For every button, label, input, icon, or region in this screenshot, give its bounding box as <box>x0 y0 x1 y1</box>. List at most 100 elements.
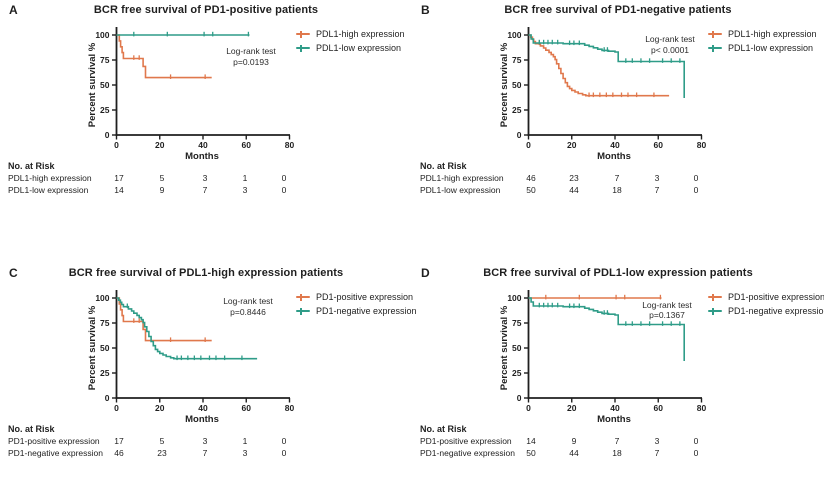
logrank-annotation: Log-rank test <box>226 46 276 56</box>
y-tick-label: 50 <box>100 80 110 90</box>
risk-count: 44 <box>569 185 579 195</box>
risk-count: 1 <box>242 436 248 446</box>
legend: PD1-positive expression PD1-negative exp… <box>296 290 417 318</box>
logrank-annotation: p=0.1367 <box>649 310 685 320</box>
risk-count: 5 <box>159 173 165 183</box>
legend-item: PDL1-low expression <box>708 41 822 55</box>
legend-label: PD1-positive expression <box>316 292 414 302</box>
legend-item: PD1-positive expression <box>708 290 824 304</box>
y-tick-label: 25 <box>100 105 110 115</box>
y-tick-label: 50 <box>100 343 110 353</box>
risk-count: 3 <box>242 185 248 195</box>
y-tick-label: 75 <box>100 55 110 65</box>
x-axis-title: Months <box>597 414 631 425</box>
risk-count: 0 <box>693 436 699 446</box>
panel-letter: D <box>421 266 430 280</box>
legend-label: PDL1-high expression <box>316 29 405 39</box>
logrank-annotation: p=0.8446 <box>230 307 266 317</box>
risk-count: 50 <box>526 185 536 195</box>
y-tick-label: 100 <box>507 30 521 40</box>
risk-count: 23 <box>569 173 579 183</box>
risk-count: 5 <box>159 436 165 446</box>
x-tick-label: 0 <box>114 403 119 413</box>
risk-count: 7 <box>654 448 660 458</box>
y-tick-label: 0 <box>517 393 522 403</box>
legend: PDL1-high expression PDL1-low expression <box>708 27 822 55</box>
legend-label: PD1-negative expression <box>316 306 417 316</box>
risk-count: 9 <box>571 436 577 446</box>
risk-count: 0 <box>281 448 287 458</box>
x-tick-label: 60 <box>242 403 252 413</box>
legend-label: PD1-negative expression <box>728 306 824 316</box>
panel-a: A BCR free survival of PD1-positive pati… <box>0 0 412 215</box>
y-tick-label: 25 <box>512 368 522 378</box>
x-tick-label: 40 <box>610 140 620 150</box>
risk-count: 46 <box>114 448 124 458</box>
risk-row: PDL1-low expression 14 9 7 3 0 <box>0 185 412 196</box>
panel-title: BCR free survival of PD1-negative patien… <box>504 4 732 16</box>
y-tick-label: 50 <box>512 343 522 353</box>
legend: PD1-positive expression PD1-negative exp… <box>708 290 824 318</box>
legend-label: PD1-positive expression <box>728 292 824 302</box>
panel-title: BCR free survival of PDL1-high expressio… <box>68 267 344 279</box>
series-line-icon <box>296 293 310 300</box>
x-tick-label: 0 <box>526 403 531 413</box>
logrank-annotation: p=0.0193 <box>233 57 269 67</box>
x-tick-label: 40 <box>198 140 208 150</box>
logrank-annotation: Log-rank test <box>223 296 273 306</box>
panel-title: BCR free survival of PDL1-low expression… <box>483 267 753 279</box>
risk-row-label: PD1-positive expression <box>420 436 512 446</box>
y-tick-label: 0 <box>105 130 110 140</box>
series-line-icon <box>296 44 310 51</box>
y-tick-label: 75 <box>512 55 522 65</box>
y-tick-label: 100 <box>507 293 521 303</box>
risk-row: PD1-negative expression 50 44 18 7 0 <box>412 448 824 459</box>
survival-plot: 0 20 40 60 80 0 25 50 75 100 Percent survival % Mon… <box>499 290 706 425</box>
risk-row: PDL1-low expression 50 44 18 7 0 <box>412 185 824 196</box>
panel-letter: B <box>421 3 430 17</box>
logrank-annotation: p< 0.0001 <box>651 45 689 55</box>
survival-curve <box>528 34 670 97</box>
risk-count: 7 <box>614 436 620 446</box>
survival-curve <box>528 34 686 98</box>
risk-count: 3 <box>654 436 660 446</box>
x-axis-title: Months <box>597 151 631 162</box>
y-tick-label: 75 <box>100 318 110 328</box>
risk-table-title: No. at Risk <box>8 424 55 434</box>
x-tick-label: 20 <box>567 140 577 150</box>
risk-row-label: PD1-negative expression <box>420 448 515 458</box>
x-tick-label: 20 <box>567 403 577 413</box>
survival-curve <box>116 297 212 342</box>
risk-count: 0 <box>693 173 699 183</box>
panel-c: C BCR free survival of PDL1-high express… <box>0 263 417 459</box>
series-line-icon <box>296 30 310 37</box>
risk-count: 0 <box>693 448 699 458</box>
risk-count: 44 <box>569 448 579 458</box>
legend-item: PDL1-low expression <box>296 41 410 55</box>
panel-b: B BCR free survival of PD1-negative pati… <box>412 0 824 215</box>
risk-row-label: PDL1-high expression <box>420 173 504 183</box>
legend-label: PDL1-low expression <box>728 43 814 53</box>
risk-row-label: PDL1-low expression <box>420 185 501 195</box>
series-line-icon <box>708 30 722 37</box>
legend-label: PDL1-high expression <box>728 29 817 39</box>
risk-count: 7 <box>654 185 660 195</box>
legend-item: PD1-negative expression <box>296 304 417 318</box>
y-tick-label: 0 <box>105 393 110 403</box>
risk-table-title: No. at Risk <box>420 424 467 434</box>
x-tick-label: 60 <box>654 403 664 413</box>
survival-curve <box>528 297 686 361</box>
series-line-icon <box>296 307 310 314</box>
survival-plot: 0 20 40 60 80 0 25 50 75 100 Percent survival % Mon… <box>499 27 707 162</box>
risk-row: PD1-negative expression 46 23 7 3 0 <box>0 448 412 459</box>
risk-count: 18 <box>612 185 622 195</box>
risk-count: 14 <box>526 436 536 446</box>
legend-item: PD1-positive expression <box>296 290 414 304</box>
series-line-icon <box>708 293 722 300</box>
risk-row-label: PDL1-low expression <box>8 185 89 195</box>
x-tick-label: 80 <box>697 140 707 150</box>
x-tick-label: 60 <box>654 140 664 150</box>
y-axis-title: Percent survival % <box>499 42 510 127</box>
legend-label: PDL1-low expression <box>316 43 402 53</box>
survival-plot: 0 20 40 60 80 0 25 50 75 100 Percent survival % Mon… <box>87 290 294 425</box>
